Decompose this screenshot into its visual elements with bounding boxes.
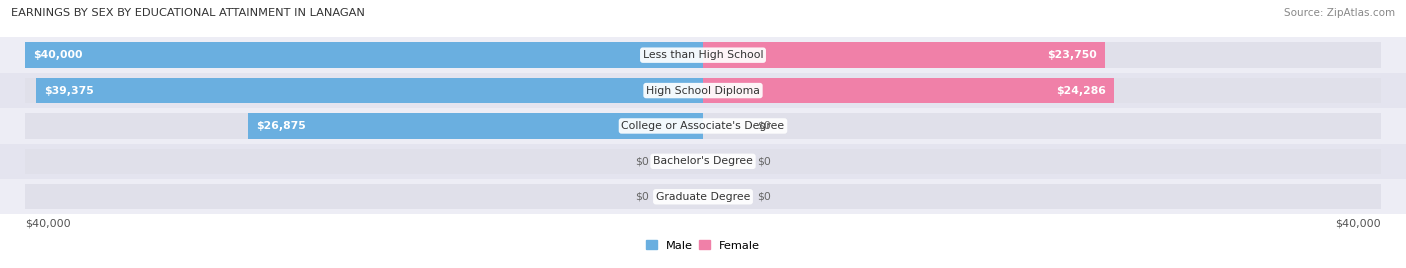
Text: Source: ZipAtlas.com: Source: ZipAtlas.com (1284, 8, 1395, 18)
Text: $40,000: $40,000 (34, 50, 83, 60)
Bar (25, 184, 703, 210)
Bar (703, 42, 1105, 68)
Bar (25, 42, 703, 68)
Text: $0: $0 (758, 121, 770, 131)
Text: $0: $0 (758, 192, 770, 202)
Text: $40,000: $40,000 (1334, 219, 1381, 229)
Bar (703, 42, 1381, 68)
Bar (25, 149, 703, 174)
Text: $40,000: $40,000 (25, 219, 72, 229)
Bar (0, 179, 1406, 214)
Text: $39,375: $39,375 (44, 85, 94, 96)
Text: $0: $0 (758, 156, 770, 166)
Text: College or Associate's Degree: College or Associate's Degree (621, 121, 785, 131)
Bar (703, 184, 1381, 210)
Legend: Male, Female: Male, Female (641, 236, 765, 255)
Bar (703, 149, 1381, 174)
Text: $0: $0 (636, 156, 648, 166)
Text: $0: $0 (636, 192, 648, 202)
Bar (703, 113, 1381, 139)
Bar (25, 42, 703, 68)
Text: High School Diploma: High School Diploma (647, 85, 759, 96)
Text: Bachelor's Degree: Bachelor's Degree (652, 156, 754, 166)
Bar (0, 108, 1406, 144)
Text: $23,750: $23,750 (1047, 50, 1097, 60)
Bar (0, 73, 1406, 108)
Bar (25, 78, 703, 103)
Bar (37, 78, 703, 103)
Bar (247, 113, 703, 139)
Bar (0, 38, 1406, 73)
Bar (703, 78, 1381, 103)
Bar (0, 144, 1406, 179)
Text: EARNINGS BY SEX BY EDUCATIONAL ATTAINMENT IN LANAGAN: EARNINGS BY SEX BY EDUCATIONAL ATTAINMEN… (11, 8, 366, 18)
Text: Graduate Degree: Graduate Degree (655, 192, 751, 202)
Bar (25, 113, 703, 139)
Text: $26,875: $26,875 (256, 121, 305, 131)
Bar (703, 78, 1115, 103)
Text: $24,286: $24,286 (1056, 85, 1107, 96)
Text: Less than High School: Less than High School (643, 50, 763, 60)
